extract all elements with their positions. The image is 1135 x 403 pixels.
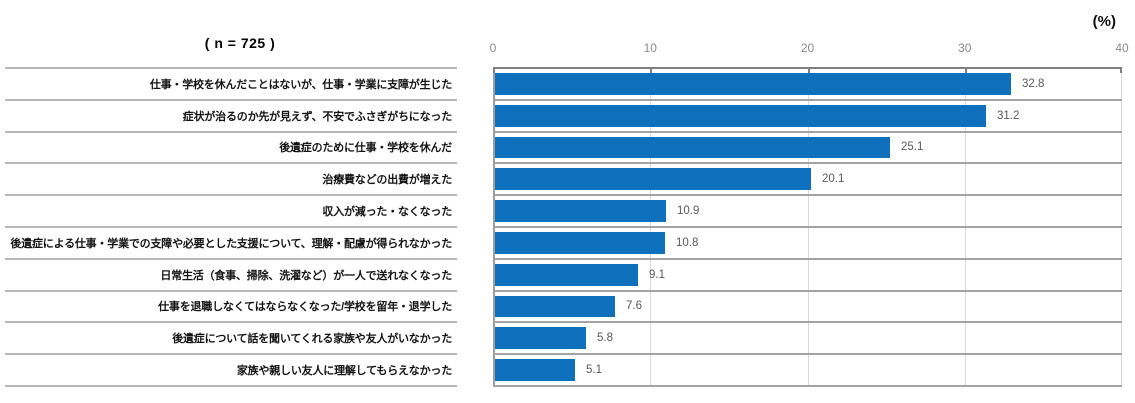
sample-size-label: ( n = 725 ) — [204, 35, 276, 51]
bar-value-label: 9.1 — [649, 268, 665, 281]
bar — [495, 200, 666, 222]
bar-value-label: 31.2 — [997, 109, 1020, 122]
bar-value-label: 25.1 — [901, 141, 924, 154]
category-label: 後遺症による仕事・学業での支障や必要とした支援について、理解・配慮が得られなかっ… — [10, 237, 452, 250]
category-label-column: 仕事・学校を休んだことはないが、仕事・学業に支障が生じた症状が治るのか先が見えず… — [5, 67, 457, 387]
row-separator-line — [493, 226, 1122, 228]
label-divider-line — [5, 289, 457, 292]
x-axis-tick-mark — [807, 68, 810, 73]
label-divider-line — [5, 226, 457, 228]
category-label: 家族や親しい友人に理解してもらえなかった — [236, 365, 452, 378]
label-divider-line — [5, 194, 457, 197]
x-axis-tick-mark — [1120, 68, 1122, 73]
category-label: 収入が減った・なくなった — [322, 206, 452, 219]
bar — [495, 327, 586, 350]
x-axis-tick-mark — [650, 68, 653, 73]
bar — [495, 232, 665, 254]
bar — [495, 295, 615, 318]
bar-value-label: 10.9 — [677, 205, 700, 218]
category-label: 日常生活（食事、掃除、洗濯など）が一人で送れなくなった — [160, 269, 452, 282]
label-divider-line — [5, 257, 457, 260]
bar — [495, 263, 638, 286]
bar-value-label: 7.6 — [626, 300, 642, 313]
category-label: 後遺症のために仕事・学校を休んだ — [279, 142, 452, 155]
label-divider-line — [5, 385, 457, 387]
category-label: 仕事・学校を休んだことはないが、仕事・学業に支障が生じた — [149, 78, 452, 91]
bar — [495, 359, 575, 381]
row-separator-line — [493, 98, 1122, 101]
label-divider-line — [5, 162, 457, 165]
bar — [495, 168, 811, 191]
x-axis-tick-mark — [964, 68, 967, 73]
row-separator-line — [493, 289, 1122, 292]
x-axis-tick-label: 40 — [1115, 41, 1129, 55]
label-divider-line — [5, 130, 457, 133]
label-divider-line — [5, 98, 457, 101]
bar-value-label: 5.1 — [586, 364, 602, 377]
bar-value-label: 32.8 — [1022, 77, 1045, 90]
category-label: 仕事を退職しなくてはならなくなった/学校を留年・退学した — [158, 301, 452, 314]
x-axis-tick-label: 20 — [800, 41, 815, 55]
label-divider-line — [5, 353, 457, 356]
x-axis-tick-label: 30 — [958, 41, 972, 55]
plot-area: 32.8 31.2 25.1 20.1 10.9 10.8 9.1 7.6 5.8 5.1 — [493, 67, 1122, 387]
bar-value-label: 5.8 — [597, 332, 613, 345]
row-separator-line — [493, 353, 1122, 356]
row-separator-line — [493, 194, 1122, 197]
bar — [495, 136, 890, 159]
category-label: 治療費などの出費が増えた — [322, 174, 452, 187]
category-label: 症状が治るのか先が見えず、不安でふさぎがちになった — [182, 110, 452, 123]
label-divider-line — [5, 67, 457, 69]
label-divider-line — [5, 321, 457, 324]
bar-value-label: 20.1 — [822, 173, 845, 186]
x-axis-tick-mark — [493, 68, 495, 73]
row-separator-line — [493, 162, 1122, 165]
row-separator-line — [493, 257, 1122, 260]
row-separator-line — [493, 130, 1122, 133]
row-separator-line — [493, 385, 1122, 387]
category-label: 後遺症について話を聞いてくれる家族や友人がいなかった — [172, 333, 452, 346]
bar — [495, 104, 986, 127]
bar-value-label: 10.8 — [676, 236, 699, 249]
x-axis-tick-label: 0 — [489, 41, 497, 55]
percent-unit-label: (%) — [1092, 13, 1116, 30]
row-separator-line — [493, 321, 1122, 324]
bar — [495, 73, 1011, 95]
x-axis-tick-label: 10 — [643, 41, 657, 55]
